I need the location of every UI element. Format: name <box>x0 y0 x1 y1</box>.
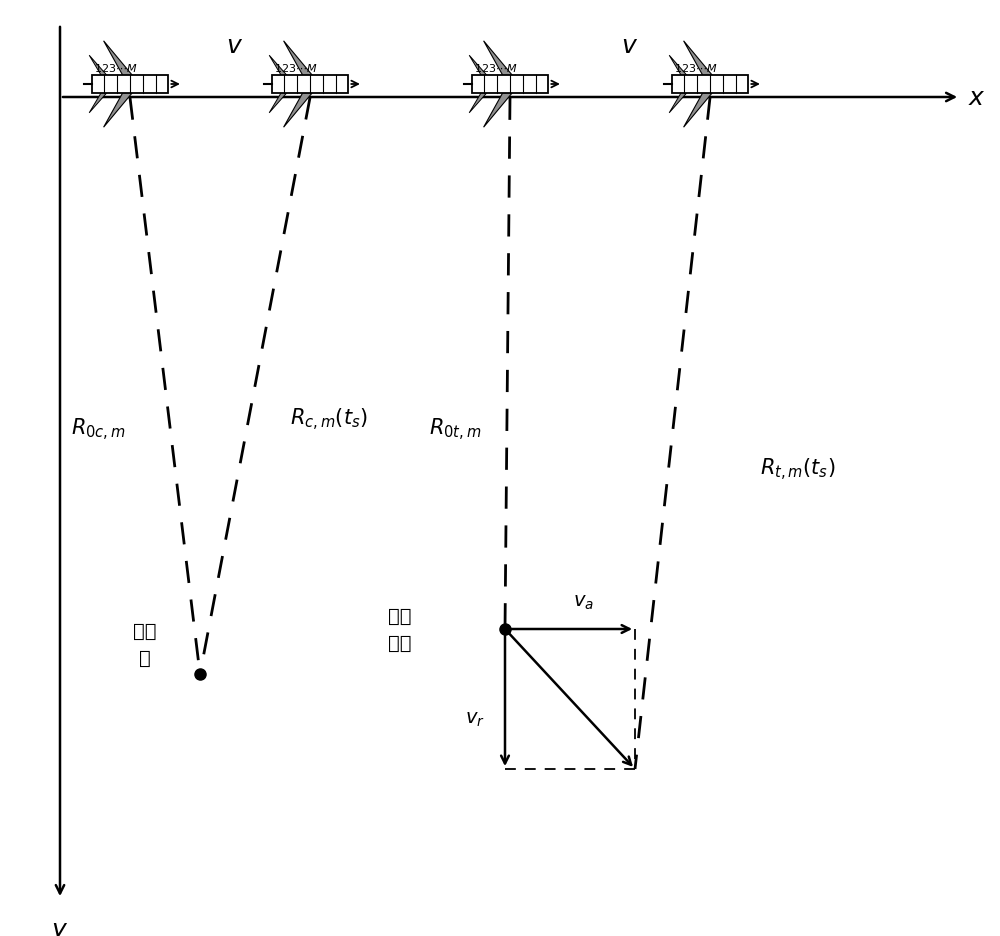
Polygon shape <box>469 94 487 113</box>
Polygon shape <box>669 56 687 76</box>
Text: $123\cdots M$: $123\cdots M$ <box>674 63 717 74</box>
Text: $y$: $y$ <box>51 919 69 936</box>
Text: $R_{0t,m}$: $R_{0t,m}$ <box>429 417 481 443</box>
Text: $123\cdots M$: $123\cdots M$ <box>274 63 317 74</box>
Polygon shape <box>89 94 107 113</box>
Polygon shape <box>89 56 107 76</box>
Text: 运动
目标: 运动 目标 <box>388 607 412 652</box>
Text: $123\cdots M$: $123\cdots M$ <box>474 63 517 74</box>
Text: $v$: $v$ <box>226 34 244 58</box>
Polygon shape <box>104 42 132 76</box>
Text: $R_{0c,m}$: $R_{0c,m}$ <box>71 417 125 443</box>
Polygon shape <box>269 94 287 113</box>
Polygon shape <box>669 94 687 113</box>
Polygon shape <box>284 42 312 76</box>
Polygon shape <box>284 94 312 128</box>
Polygon shape <box>484 94 512 128</box>
Bar <box>272 76 348 94</box>
Text: $v_r$: $v_r$ <box>465 709 485 729</box>
Text: $x$: $x$ <box>968 86 986 110</box>
Bar <box>472 76 548 94</box>
Polygon shape <box>104 94 132 128</box>
Polygon shape <box>269 56 287 76</box>
Text: 杂波
点: 杂波 点 <box>133 622 157 667</box>
Polygon shape <box>484 42 512 76</box>
Text: $v_a$: $v_a$ <box>573 592 593 611</box>
Polygon shape <box>469 56 487 76</box>
Bar <box>92 76 168 94</box>
Text: $R_{c,m}\left(t_s\right)$: $R_{c,m}\left(t_s\right)$ <box>290 406 368 432</box>
Bar <box>672 76 748 94</box>
Text: $R_{t,m}\left(t_s\right)$: $R_{t,m}\left(t_s\right)$ <box>760 457 835 483</box>
Text: $123\cdots M$: $123\cdots M$ <box>94 63 137 74</box>
Polygon shape <box>684 42 712 76</box>
Text: $v$: $v$ <box>621 34 639 58</box>
Polygon shape <box>684 94 712 128</box>
